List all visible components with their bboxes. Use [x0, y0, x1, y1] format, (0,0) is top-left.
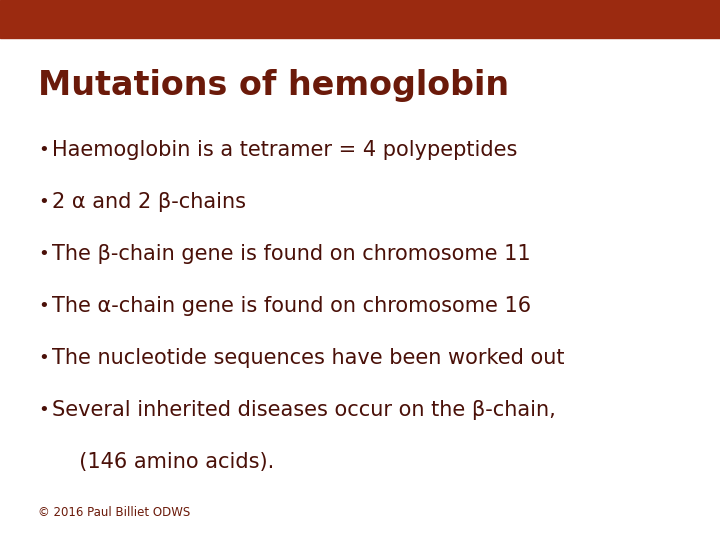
Text: Haemoglobin is a tetramer = 4 polypeptides: Haemoglobin is a tetramer = 4 polypeptid…: [52, 140, 518, 160]
Text: •: •: [38, 141, 49, 159]
Bar: [0, 0, 720, 38]
Text: The α-chain gene is found on chromosome 16: The α-chain gene is found on chromosome …: [52, 296, 531, 316]
Text: The β-chain gene is found on chromosome 11: The β-chain gene is found on chromosome …: [52, 244, 531, 264]
Text: Several inherited diseases occur on the β-chain,: Several inherited diseases occur on the …: [52, 400, 556, 420]
Text: •: •: [38, 401, 49, 419]
Text: (146 amino acids).: (146 amino acids).: [66, 452, 274, 472]
Text: The nucleotide sequences have been worked out: The nucleotide sequences have been worke…: [52, 348, 564, 368]
Text: •: •: [38, 349, 49, 367]
Text: •: •: [38, 245, 49, 263]
Text: •: •: [38, 193, 49, 211]
Text: Mutations of hemoglobin: Mutations of hemoglobin: [38, 69, 509, 102]
Text: © 2016 Paul Billiet ODWS: © 2016 Paul Billiet ODWS: [38, 505, 190, 518]
Text: 2 α and 2 β-chains: 2 α and 2 β-chains: [52, 192, 246, 212]
Text: •: •: [38, 297, 49, 315]
